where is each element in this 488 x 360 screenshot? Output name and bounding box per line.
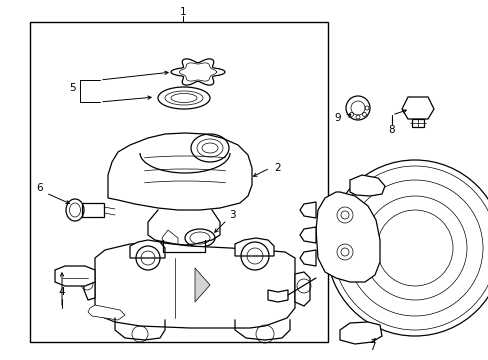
Polygon shape	[235, 238, 273, 256]
Polygon shape	[195, 268, 209, 302]
Text: 7: 7	[368, 342, 375, 352]
Text: 8: 8	[388, 125, 394, 135]
Polygon shape	[339, 322, 381, 344]
Polygon shape	[84, 268, 95, 300]
Polygon shape	[108, 133, 251, 210]
Text: 4: 4	[59, 287, 65, 297]
Text: 9: 9	[334, 113, 341, 123]
Polygon shape	[162, 230, 178, 252]
Bar	[30, 22, 327, 342]
Polygon shape	[299, 227, 315, 243]
Polygon shape	[294, 272, 309, 306]
Polygon shape	[299, 202, 315, 218]
Polygon shape	[171, 59, 224, 85]
Text: 3: 3	[228, 210, 235, 220]
Text: 2: 2	[274, 163, 281, 173]
Polygon shape	[95, 242, 294, 328]
Polygon shape	[55, 266, 95, 286]
Polygon shape	[299, 250, 315, 266]
Text: 5: 5	[68, 83, 75, 93]
Text: 1: 1	[179, 7, 186, 17]
Polygon shape	[401, 97, 433, 119]
Polygon shape	[267, 290, 287, 302]
Text: 6: 6	[37, 183, 43, 193]
Polygon shape	[130, 240, 164, 258]
Polygon shape	[349, 175, 384, 196]
Polygon shape	[315, 192, 379, 282]
Bar	[82, 203, 104, 217]
Polygon shape	[88, 305, 125, 320]
Polygon shape	[411, 119, 423, 127]
